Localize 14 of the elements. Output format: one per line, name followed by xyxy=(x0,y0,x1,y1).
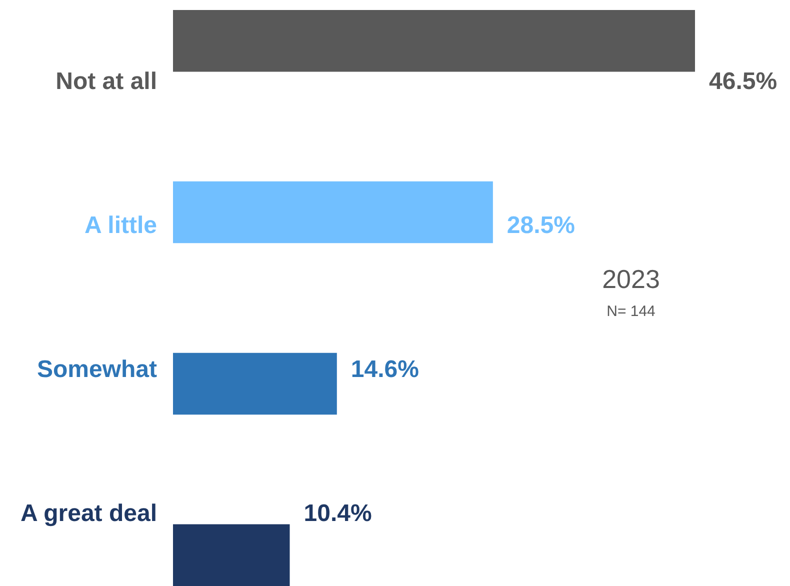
bar xyxy=(173,524,290,586)
bar xyxy=(173,10,695,72)
y-tick-label: A little xyxy=(84,212,157,239)
y-tick-label: Not at all xyxy=(56,68,157,95)
y-tick-label: A great deal xyxy=(20,500,157,527)
data-label: 46.5% xyxy=(709,68,778,95)
annotation: 2023 xyxy=(602,264,660,294)
data-label: 10.4% xyxy=(304,500,372,527)
data-label: 14.6% xyxy=(350,356,419,383)
y-tick-label: Somewhat xyxy=(36,356,157,383)
data-label: 28.5% xyxy=(506,212,575,239)
annotation: N= 144 xyxy=(606,303,656,320)
bar xyxy=(173,352,337,415)
bar xyxy=(173,181,493,244)
